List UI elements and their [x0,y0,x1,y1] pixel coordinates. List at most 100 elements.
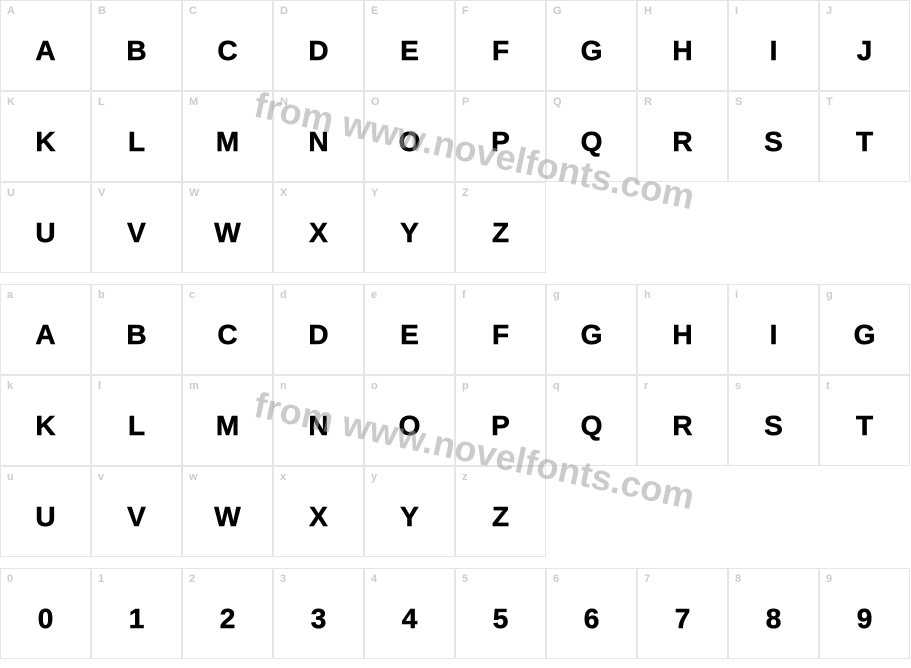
cell-key-label: w [189,471,198,483]
character-cell: 99 [819,568,910,659]
character-cell: 00 [0,568,91,659]
cell-glyph: D [308,319,328,351]
character-cell: II [728,0,819,91]
cell-key-label: n [280,380,287,392]
cell-glyph: V [127,501,146,533]
character-cell: fF [455,284,546,375]
cell-key-label: F [462,5,469,17]
character-row: aAbBcCdDeEfFgGhHiIgG [0,284,911,375]
cell-glyph: N [308,410,328,442]
character-cell: aA [0,284,91,375]
cell-glyph: 6 [584,603,600,635]
cell-key-label: r [644,380,648,392]
cell-key-label: O [371,96,380,108]
cell-glyph: 8 [766,603,782,635]
cell-key-label: k [7,380,13,392]
cell-glyph: H [672,35,692,67]
cell-key-label: 9 [826,573,832,585]
cell-glyph: N [308,126,328,158]
cell-glyph: C [217,35,237,67]
cell-glyph: E [400,35,419,67]
character-map-container: AABBCCDDEEFFGGHHIIJJKKLLMMNNOOPPQQRRSSTT… [0,0,911,659]
character-cell: kK [0,375,91,466]
cell-glyph: U [35,501,55,533]
cell-glyph: I [770,319,778,351]
cell-glyph: G [854,319,876,351]
cell-key-label: z [462,471,468,483]
character-row: uUvVwWxXyYzZ [0,466,911,557]
cell-key-label: h [644,289,651,301]
cell-glyph: 4 [402,603,418,635]
cell-key-label: V [98,187,105,199]
character-cell: AA [0,0,91,91]
cell-key-label: D [280,5,288,17]
cell-glyph: L [128,410,145,442]
cell-glyph: X [309,501,328,533]
character-cell: mM [182,375,273,466]
character-cell: BB [91,0,182,91]
character-cell: LL [91,91,182,182]
character-cell: zZ [455,466,546,557]
cell-glyph: Z [492,217,509,249]
character-cell: JJ [819,0,910,91]
character-cell: wW [182,466,273,557]
cell-glyph: M [216,410,239,442]
character-cell: 22 [182,568,273,659]
cell-glyph: R [672,410,692,442]
character-cell: nN [273,375,364,466]
character-cell: xX [273,466,364,557]
cell-key-label: s [735,380,741,392]
character-cell: 11 [91,568,182,659]
character-cell: rR [637,375,728,466]
character-row: AABBCCDDEEFFGGHHIIJJ [0,0,911,91]
cell-key-label: 8 [735,573,741,585]
cell-key-label: 5 [462,573,468,585]
cell-glyph: 3 [311,603,327,635]
cell-key-label: X [280,187,287,199]
cell-key-label: T [826,96,833,108]
cell-glyph: J [857,35,873,67]
character-cell: TT [819,91,910,182]
cell-glyph: Q [581,410,603,442]
cell-key-label: W [189,187,199,199]
character-cell: 44 [364,568,455,659]
cell-key-label: f [462,289,466,301]
cell-key-label: 2 [189,573,195,585]
cell-glyph: W [214,217,240,249]
cell-key-label: G [553,5,562,17]
character-cell: sS [728,375,819,466]
cell-key-label: t [826,380,830,392]
cell-glyph: W [214,501,240,533]
cell-key-label: 1 [98,573,104,585]
character-cell: bB [91,284,182,375]
character-cell: vV [91,466,182,557]
cell-glyph: K [35,126,55,158]
character-cell: DD [273,0,364,91]
cell-glyph: C [217,319,237,351]
cell-key-label: g [553,289,560,301]
cell-glyph: S [764,410,783,442]
cell-key-label: C [189,5,197,17]
character-cell: 88 [728,568,819,659]
cell-key-label: e [371,289,377,301]
cell-key-label: R [644,96,652,108]
character-cell: gG [819,284,910,375]
cell-glyph: Y [400,217,419,249]
row-spacer [0,557,911,568]
cell-glyph: B [126,319,146,351]
character-cell: HH [637,0,728,91]
cell-key-label: o [371,380,378,392]
cell-key-label: E [371,5,378,17]
cell-glyph: H [672,319,692,351]
character-cell: qQ [546,375,637,466]
cell-glyph: 5 [493,603,509,635]
character-cell: 55 [455,568,546,659]
character-cell: MM [182,91,273,182]
cell-glyph: T [856,126,873,158]
cell-key-label: l [98,380,101,392]
character-cell: RR [637,91,728,182]
cell-glyph: D [308,35,328,67]
cell-key-label: M [189,96,198,108]
cell-glyph: X [309,217,328,249]
character-row: 00112233445566778899 [0,568,911,659]
